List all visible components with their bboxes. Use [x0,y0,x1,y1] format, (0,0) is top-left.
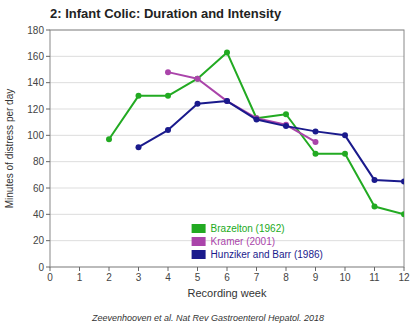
y-tick [46,188,50,189]
x-tick [315,267,316,271]
y-tick [46,56,50,57]
y-tick-label: 80 [33,156,45,167]
y-tick [46,240,50,241]
grid [50,30,404,267]
x-tick [256,267,257,271]
axes: 0123456789101112020406080100120140160180 [27,25,410,284]
grid-line [50,161,404,162]
series-point [106,136,112,142]
y-tick-label: 160 [27,51,44,62]
series-point [165,127,171,133]
x-tick [404,267,405,271]
series-point [165,69,171,75]
plot-frame [50,30,404,267]
citation: Zeevenhooven et al. Nat Rev Gastroentero… [91,313,324,323]
legend-label: Hunziker and Barr (1986) [211,249,323,260]
grid-line [50,135,404,136]
y-axis-label: Minutes of distress per day [4,89,15,209]
legend-swatch [192,224,206,233]
series-group [106,49,404,217]
x-tick [197,267,198,271]
series-line [139,101,405,181]
x-tick [79,267,80,271]
legend-swatch [192,250,206,259]
series-point [224,49,230,55]
y-tick-label: 0 [38,262,44,273]
y-tick [46,109,50,110]
legend: Brazelton (1962) Kramer (2001) Hunziker an… [192,223,323,260]
x-tick-label: 1 [77,272,83,283]
series-point [401,211,404,217]
y-tick-label: 40 [33,209,45,220]
x-tick [345,267,346,271]
x-tick-label: 5 [195,272,201,283]
x-tick [138,267,139,271]
series-point [136,144,142,150]
series-point [372,177,378,183]
legend-swatch [192,237,206,246]
grid-line [50,188,404,189]
x-tick-label: 6 [224,272,230,283]
y-tick-label: 180 [27,25,44,36]
y-tick [46,135,50,136]
x-tick-label: 4 [165,272,171,283]
series-point [401,178,404,184]
x-tick [227,267,228,271]
series-point [342,151,348,157]
grid-line [50,82,404,83]
series-point [224,98,230,104]
series-line [168,72,316,142]
y-tick-label: 100 [27,130,44,141]
y-tick [46,161,50,162]
x-tick [109,267,110,271]
grid-line [50,56,404,57]
y-tick-label: 140 [27,77,44,88]
x-tick-label: 9 [313,272,319,283]
series-line [109,52,404,214]
x-tick-label: 0 [47,272,53,283]
title: 2: Infant Colic: Duration and Intensity [50,6,282,21]
legend-label: Kramer (2001) [211,236,275,247]
grid-line [50,109,404,110]
x-tick [374,267,375,271]
series-point [195,76,201,82]
series-point [342,132,348,138]
x-tick-label: 8 [283,272,289,283]
series-point [195,101,201,107]
series-point [224,98,230,104]
series-point [283,111,289,117]
y-tick [46,267,50,268]
series-point [372,203,378,209]
series-point [136,93,142,99]
x-tick-label: 10 [339,272,351,283]
legend-label: Brazelton (1962) [211,223,285,234]
x-tick [168,267,169,271]
y-tick-label: 120 [27,104,44,115]
series-point [313,128,319,134]
series-point [195,76,201,82]
y-tick [46,214,50,215]
grid-line [50,214,404,215]
y-tick [46,30,50,31]
y-tick-label: 20 [33,235,45,246]
series-point [283,123,289,129]
x-tick-label: 3 [136,272,142,283]
chart: 0123456789101112020406080100120140160180… [0,0,416,329]
x-tick-label: 12 [398,272,410,283]
x-tick [286,267,287,271]
series-point [313,139,319,145]
x-tick-label: 2 [106,272,112,283]
x-tick-label: 7 [254,272,260,283]
series-point [254,117,260,123]
x-tick [50,267,51,271]
y-tick-label: 60 [33,183,45,194]
series-point [313,151,319,157]
series-point [165,93,171,99]
x-tick-label: 11 [369,272,380,283]
x-axis-label: Recording week [188,287,267,299]
y-tick [46,82,50,83]
